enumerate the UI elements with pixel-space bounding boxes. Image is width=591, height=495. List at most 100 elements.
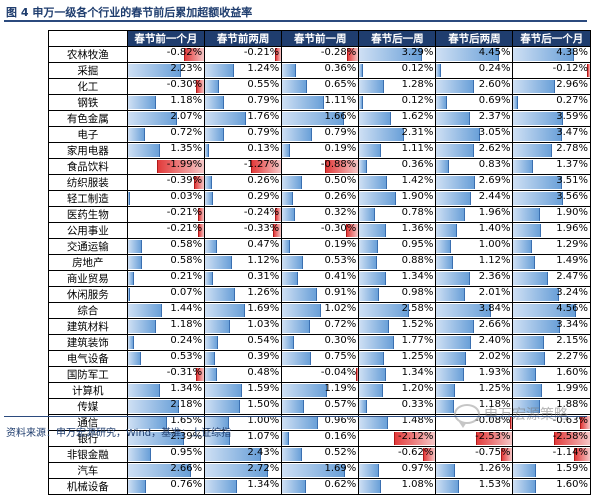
value-cell: 0.12% xyxy=(358,62,437,79)
industry-label: 计算机 xyxy=(48,382,128,399)
value-cell: 0.58% xyxy=(126,238,206,255)
positive-bar xyxy=(205,176,213,189)
negative-bar xyxy=(194,176,204,189)
value-label: 1.42% xyxy=(401,175,434,187)
negative-bar xyxy=(509,416,512,429)
value-label: 0.95% xyxy=(401,239,434,251)
value-cell: 2.02% xyxy=(435,350,514,367)
industry-label: 休闲服务 xyxy=(48,286,128,303)
positive-bar xyxy=(205,80,219,93)
value-cell: 0.79% xyxy=(204,126,283,143)
value-cell: 0.19% xyxy=(281,238,360,255)
value-cell: 1.28% xyxy=(358,78,437,95)
positive-bar xyxy=(282,432,290,445)
source-divider xyxy=(4,416,587,417)
value-cell: 0.26% xyxy=(204,174,283,191)
value-label: 0.16% xyxy=(324,431,357,443)
positive-bar xyxy=(513,192,563,205)
value-label: 0.26% xyxy=(247,175,280,187)
value-cell: -0.31% xyxy=(126,366,206,383)
value-cell: 2.27% xyxy=(512,350,591,367)
value-label: 0.36% xyxy=(324,63,357,75)
positive-bar xyxy=(128,320,157,333)
table-row: 国防军工 -0.31% 0.48% -0.04% 1.34% 1.93% 1.60% xyxy=(48,366,591,383)
value-cell: 1.12% xyxy=(204,254,283,271)
value-cell: 2.39% xyxy=(126,430,206,447)
value-label: 1.69% xyxy=(324,463,357,475)
value-label: 1.60% xyxy=(556,367,588,379)
positive-bar xyxy=(282,240,291,253)
value-cell: 3.29% xyxy=(358,46,437,63)
value-cell: 1.59% xyxy=(204,382,283,399)
value-label: -0.28% xyxy=(320,47,357,59)
industry-label: 有色金属 xyxy=(48,110,128,127)
value-label: 1.08% xyxy=(401,479,434,491)
value-label: -0.62% xyxy=(398,447,434,459)
value-cell: 1.18% xyxy=(126,94,206,111)
value-cell: 1.37% xyxy=(512,158,591,175)
value-cell: 1.19% xyxy=(281,382,360,399)
positive-bar xyxy=(282,448,303,461)
value-label: 3.47% xyxy=(556,127,588,139)
value-cell: 1.44% xyxy=(126,302,206,319)
value-cell: -0.30% xyxy=(126,78,206,95)
positive-bar xyxy=(359,192,397,205)
positive-bar xyxy=(436,96,447,109)
value-cell: 0.78% xyxy=(358,206,437,223)
industry-label: 农林牧渔 xyxy=(48,46,128,63)
value-cell: 1.96% xyxy=(512,222,591,239)
value-cell: 0.24% xyxy=(126,334,206,351)
value-cell: 0.91% xyxy=(281,286,360,303)
value-label: 2.44% xyxy=(478,191,511,203)
positive-bar xyxy=(128,112,177,125)
positive-bar xyxy=(359,144,382,157)
value-cell: 3.59% xyxy=(512,110,591,127)
value-label: 2.31% xyxy=(401,127,434,139)
industry-label: 纺织服装 xyxy=(48,174,128,191)
value-label: -2.58% xyxy=(552,431,588,443)
value-cell: 1.53% xyxy=(435,478,514,495)
value-cell: 0.29% xyxy=(204,190,283,207)
positive-bar xyxy=(205,384,243,397)
value-label: 1.88% xyxy=(556,399,588,411)
value-cell: 3.56% xyxy=(512,190,591,207)
value-cell: 0.83% xyxy=(435,158,514,175)
negative-bar xyxy=(274,208,281,221)
value-label: 1.40% xyxy=(478,223,511,235)
negative-bar xyxy=(587,64,590,77)
value-label: 0.88% xyxy=(401,255,434,267)
value-cell: 1.25% xyxy=(435,382,514,399)
value-label: 2.07% xyxy=(170,111,203,123)
table-row: 农林牧渔 -0.82% -0.21% -0.28% 3.29% 4.45% 4.38% xyxy=(48,46,591,63)
value-cell: 1.08% xyxy=(358,478,437,495)
column-header: 春节后一个月 xyxy=(512,30,591,47)
table-row: 电子 0.72% 0.79% 0.79% 2.31% 3.05% 3.47% xyxy=(48,126,591,143)
value-cell: -0.21% xyxy=(126,222,206,239)
table-row: 建筑材料 1.18% 1.03% 0.72% 1.52% 2.66% 3.34% xyxy=(48,318,591,335)
positive-bar xyxy=(359,368,386,381)
value-cell: 0.39% xyxy=(204,350,283,367)
value-label: 0.19% xyxy=(324,239,357,251)
industry-label: 汽车 xyxy=(48,462,128,479)
value-cell: 1.88% xyxy=(512,398,591,415)
value-cell: 1.34% xyxy=(204,478,283,495)
positive-bar xyxy=(282,384,327,397)
negative-bar xyxy=(346,224,358,237)
positive-bar xyxy=(128,432,185,445)
title-divider xyxy=(4,20,587,22)
positive-bar xyxy=(205,256,232,269)
positive-bar xyxy=(513,96,519,109)
table-row: 公用事业 -0.21% -0.33% -0.30% 1.36% 1.40% 1.96% xyxy=(48,222,591,239)
column-header: 春节前一周 xyxy=(281,30,360,47)
industry-label: 家用电器 xyxy=(48,142,128,159)
value-label: 1.20% xyxy=(401,383,434,395)
negative-bar xyxy=(325,160,358,173)
industry-label: 非银金融 xyxy=(48,446,128,463)
positive-bar xyxy=(513,336,544,349)
value-cell: -0.24% xyxy=(204,206,283,223)
positive-bar xyxy=(436,288,466,301)
positive-bar xyxy=(436,112,471,125)
value-label: 0.24% xyxy=(170,335,203,347)
positive-bar xyxy=(513,128,562,141)
negative-bar xyxy=(184,48,204,61)
